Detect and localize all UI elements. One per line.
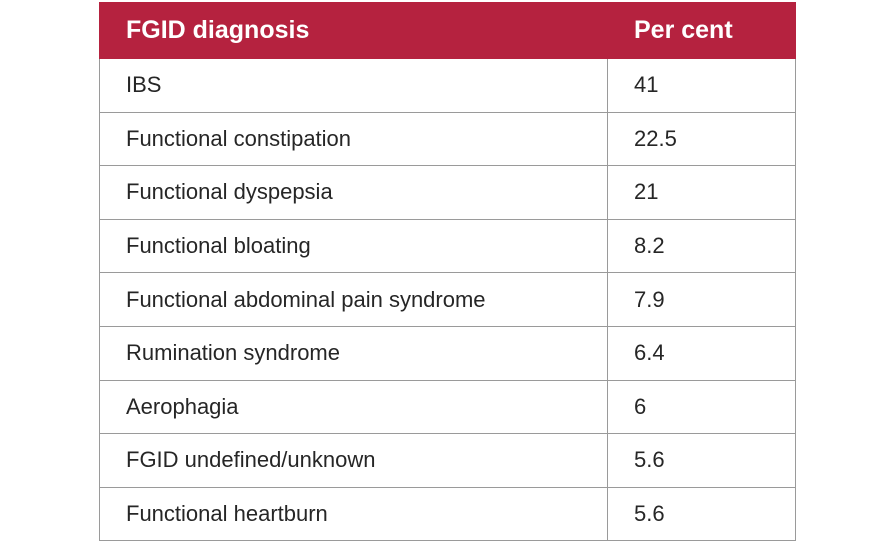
diagnosis-cell: Functional heartburn — [99, 486, 608, 542]
table-row: Functional constipation 22.5 — [99, 111, 796, 167]
percent-cell: 7.9 — [607, 272, 796, 327]
percent-cell: 6 — [607, 379, 796, 435]
percent-cell: 21 — [607, 165, 796, 220]
table-row: Aerophagia 6 — [99, 379, 796, 435]
diagnosis-cell: Functional bloating — [99, 218, 608, 274]
diagnosis-cell: Functional dyspepsia — [99, 165, 608, 220]
table-row: IBS 41 — [99, 58, 796, 113]
data-table: FGID diagnosis Per cent IBS 41 Functional … — [99, 2, 796, 542]
percent-cell: 8.2 — [607, 218, 796, 274]
table-row: Functional bloating 8.2 — [99, 218, 796, 274]
table-row: Functional heartburn 5.6 — [99, 486, 796, 542]
header-row: FGID diagnosis Per cent — [99, 2, 796, 59]
table-header: FGID diagnosis Per cent — [99, 2, 796, 59]
percent-cell: 5.6 — [607, 433, 796, 488]
percent-cell: 6.4 — [607, 325, 796, 381]
header-cell: Per cent — [607, 2, 796, 59]
header-cell: FGID diagnosis — [99, 2, 608, 59]
table-body: IBS 41 Functional constipation 22.5 Function… — [99, 58, 796, 542]
table-row: Rumination syndrome 6.4 — [99, 325, 796, 381]
diagnosis-cell: Aerophagia — [99, 379, 608, 435]
table-row: Functional abdominal pain syndrome 7.9 — [99, 272, 796, 327]
diagnosis-cell: Functional constipation — [99, 111, 608, 167]
diagnosis-cell: IBS — [99, 58, 608, 113]
table-row: Functional dyspepsia 21 — [99, 165, 796, 220]
diagnosis-cell: Functional abdominal pain syndrome — [99, 272, 608, 327]
percent-cell: 41 — [607, 58, 796, 113]
table-row: FGID undefined/unknown 5.6 — [99, 433, 796, 488]
diagnosis-cell: FGID undefined/unknown — [99, 433, 608, 488]
diagnosis-cell: Rumination syndrome — [99, 325, 608, 381]
percent-cell: 22.5 — [607, 111, 796, 167]
percent-cell: 5.6 — [607, 486, 796, 542]
